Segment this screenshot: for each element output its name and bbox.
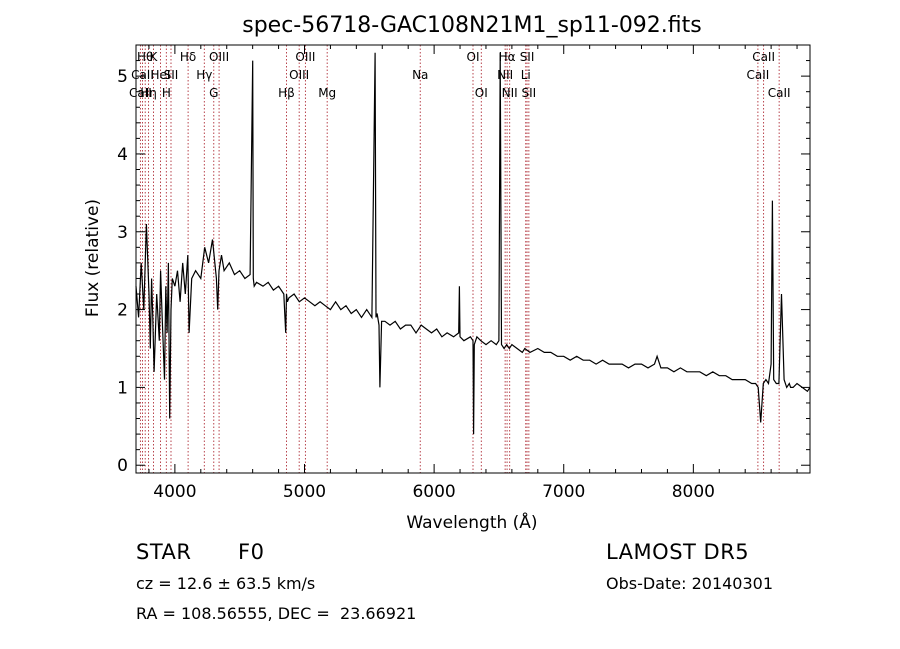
line-label-6: H	[162, 86, 171, 100]
line-label-24: SII	[522, 86, 537, 100]
line-label-5: HeI	[151, 68, 171, 82]
line-label-21: NII	[502, 86, 518, 100]
observation-date: Obs-Date: 20140301	[606, 574, 774, 593]
x-axis-label: Wavelength (Å)	[406, 511, 537, 533]
y-tick-label-3: 3	[117, 223, 128, 243]
y-tick-label-1: 1	[117, 378, 128, 398]
spectral-line-labels: CaIICaIIHθHηKHeIHSIIHδHγGOIIIHβOIIIOIIIM…	[129, 50, 791, 100]
x-tick-label-0: 4000	[153, 482, 196, 502]
coordinates: RA = 108.56555, DEC = 23.66921	[136, 604, 417, 623]
y-tick-label-0: 0	[117, 456, 128, 476]
survey-name: LAMOST DR5	[606, 540, 750, 564]
x-tick-label-2: 6000	[412, 482, 455, 502]
axis-ticks: 4000 5000 6000 7000 8000 0 1 2 3 4 5	[117, 45, 810, 502]
line-label-12: Hβ	[278, 86, 295, 100]
line-label-13: OIII	[289, 68, 309, 82]
object-class: STAR	[136, 540, 192, 564]
line-label-0: CaII	[129, 86, 152, 100]
line-label-23: SII	[520, 50, 535, 64]
x-tick-label-4: 8000	[672, 482, 715, 502]
y-axis-label: Flux (relative)	[83, 199, 103, 317]
line-label-2: Hθ	[137, 50, 153, 64]
line-label-27: CaII	[768, 86, 791, 100]
line-label-9: Hγ	[196, 68, 212, 82]
plot-frame	[135, 44, 811, 474]
spectrum-series-line	[135, 52, 811, 435]
spectral-line-markers	[139, 45, 780, 473]
chart-title: spec-56718-GAC108N21M1_sp11-092.fits	[242, 13, 702, 38]
line-label-4: K	[150, 50, 159, 64]
line-label-10: G	[209, 86, 218, 100]
y-tick-label-2: 2	[117, 301, 128, 321]
y-tick-label-5: 5	[117, 67, 128, 87]
line-label-22: Li	[521, 68, 531, 82]
y-tick-label-4: 4	[117, 145, 128, 165]
line-label-20: Hα	[499, 50, 516, 64]
line-label-18: OI	[475, 86, 488, 100]
line-label-25: CaII	[746, 68, 769, 82]
x-tick-label-1: 5000	[283, 482, 326, 502]
redshift-value: cz = 12.6 ± 63.5 km/s	[136, 574, 316, 593]
line-label-16: Na	[412, 68, 428, 82]
line-label-3: Hη	[140, 86, 157, 100]
object-subclass: F0	[238, 540, 265, 564]
line-label-17: OI	[467, 50, 480, 64]
line-label-11: OIII	[209, 50, 229, 64]
line-label-7: SII	[164, 68, 179, 82]
line-label-19: NII	[497, 68, 513, 82]
x-tick-label-3: 7000	[542, 482, 585, 502]
line-label-8: Hδ	[180, 50, 196, 64]
line-label-14: OIII	[295, 50, 315, 64]
line-label-26: CaII	[752, 50, 775, 64]
line-label-1: CaII	[131, 68, 154, 82]
line-label-15: Mg	[318, 86, 336, 100]
